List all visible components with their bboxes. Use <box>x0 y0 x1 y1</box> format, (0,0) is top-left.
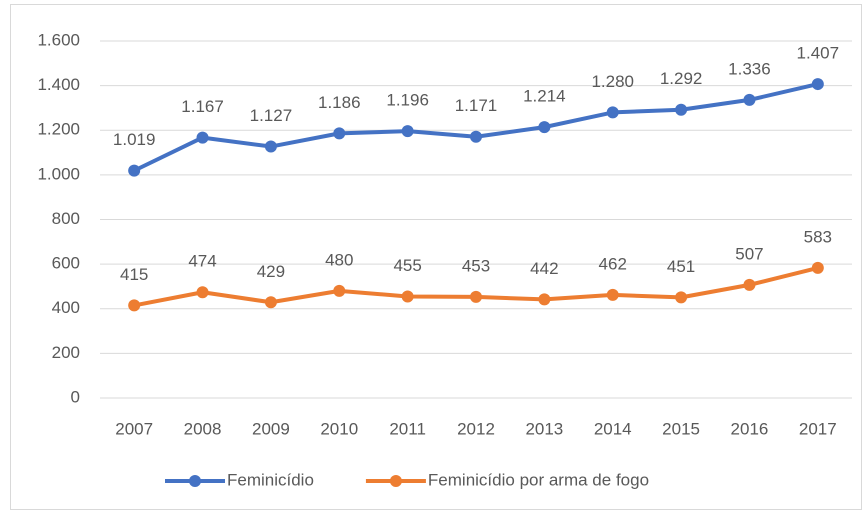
x-tick-label: 2017 <box>799 419 837 438</box>
x-tick-label: 2014 <box>594 419 632 438</box>
point <box>743 278 756 291</box>
point <box>264 296 277 309</box>
y-tick-label: 0 <box>71 387 80 406</box>
chart-border <box>10 4 862 510</box>
x-tick-label: 2010 <box>320 419 358 438</box>
point <box>606 106 619 119</box>
point <box>606 288 619 301</box>
point <box>128 299 141 312</box>
point <box>470 290 482 303</box>
legend-marker <box>189 475 201 487</box>
data-label: 1.196 <box>386 91 429 110</box>
x-tick-label: 2011 <box>389 419 426 438</box>
point <box>470 130 482 143</box>
data-label: 1.336 <box>728 59 771 78</box>
y-tick-label: 400 <box>52 298 80 317</box>
data-label: 1.292 <box>660 69 703 88</box>
data-label: 1.407 <box>797 44 840 63</box>
data-label: 1.167 <box>181 97 224 116</box>
x-tick-label: 2012 <box>457 419 495 438</box>
y-tick-label: 1.200 <box>37 120 80 139</box>
x-tick-label: 2007 <box>115 419 153 438</box>
y-tick-label: 200 <box>52 343 80 362</box>
x-tick-label: 2015 <box>662 419 700 438</box>
data-label: 1.127 <box>250 106 293 125</box>
data-label: 429 <box>257 262 285 281</box>
x-tick-label: 2009 <box>252 419 290 438</box>
point <box>401 125 414 138</box>
data-label: 507 <box>735 244 763 263</box>
data-label: 453 <box>462 256 490 275</box>
x-tick-label: 2008 <box>184 419 222 438</box>
data-label: 480 <box>325 250 353 269</box>
y-tick-label: 800 <box>52 209 80 228</box>
data-label: 451 <box>667 257 695 276</box>
y-tick-label: 600 <box>52 254 80 273</box>
data-label: 1.186 <box>318 93 361 112</box>
point <box>538 293 551 306</box>
y-tick-label: 1.400 <box>37 75 80 94</box>
y-tick-label: 1.000 <box>37 164 80 183</box>
point <box>675 103 688 116</box>
data-label: 1.171 <box>455 96 498 115</box>
x-tick-label: 2016 <box>731 419 769 438</box>
data-label: 1.019 <box>113 130 156 149</box>
data-label: 474 <box>188 252 216 271</box>
data-label: 455 <box>393 256 421 275</box>
x-tick-label: 2013 <box>525 419 563 438</box>
point <box>538 121 551 134</box>
point <box>401 290 414 303</box>
data-label: 1.280 <box>591 72 634 91</box>
data-label: 442 <box>530 259 558 278</box>
data-label: 462 <box>599 254 627 273</box>
point <box>743 93 756 106</box>
point <box>811 261 824 274</box>
point <box>811 78 824 91</box>
legend-label: Feminicídio <box>227 470 314 489</box>
point <box>196 286 209 299</box>
point <box>196 131 209 144</box>
point <box>333 284 346 297</box>
data-label: 1.214 <box>523 87 566 106</box>
legend-marker <box>389 475 402 487</box>
point <box>333 127 346 140</box>
data-label: 583 <box>804 227 832 246</box>
point <box>128 164 141 177</box>
point <box>675 291 688 304</box>
point <box>264 140 277 153</box>
y-tick-label: 1.600 <box>37 30 80 49</box>
data-label: 415 <box>120 265 148 284</box>
legend-label: Feminicídio por arma de fogo <box>428 470 649 489</box>
